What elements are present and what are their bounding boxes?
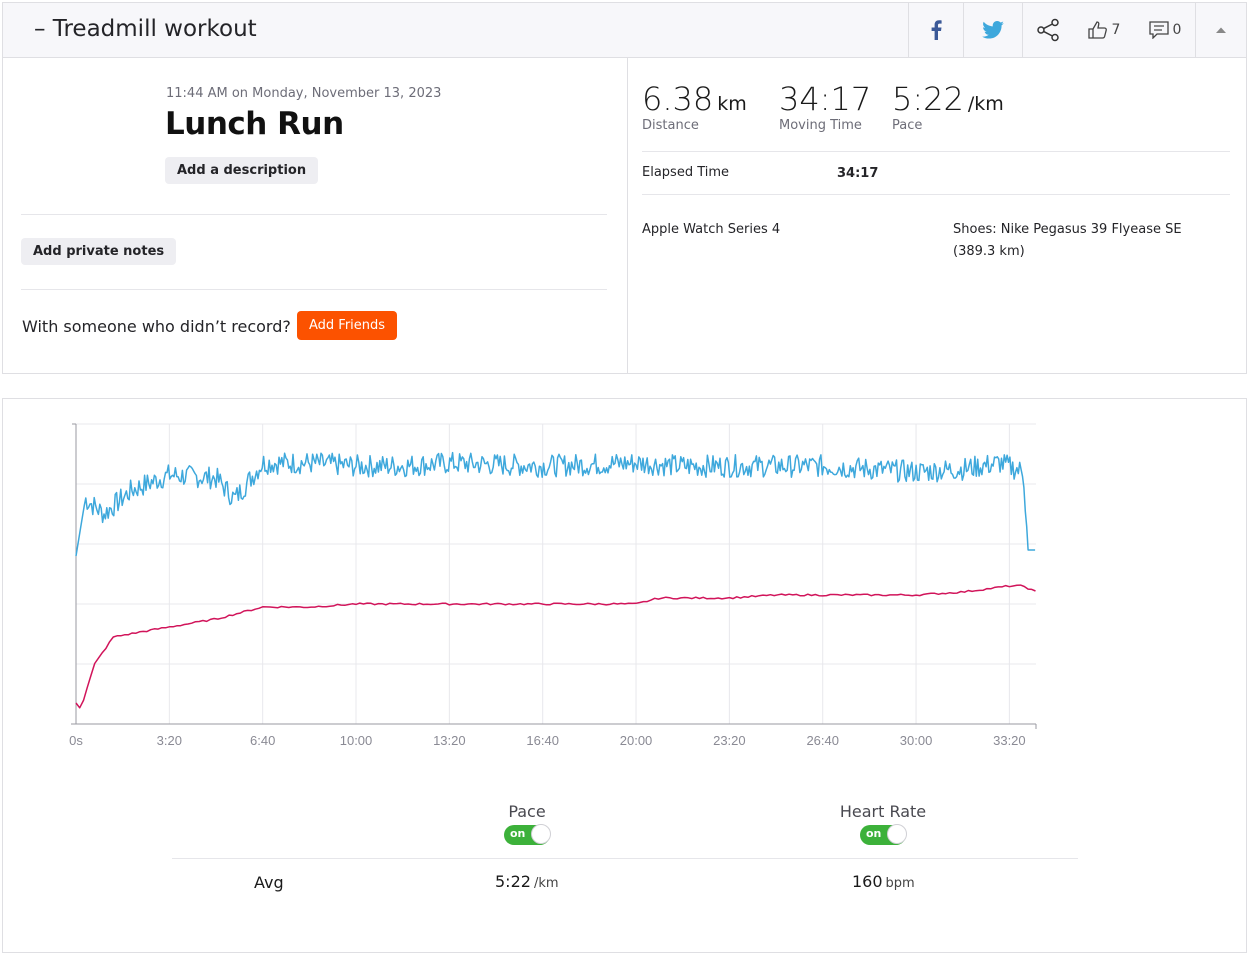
avg-pace: 5:22/km (495, 872, 559, 891)
pace-toggle-text: on (510, 827, 526, 840)
thumbs-up-icon (1087, 21, 1107, 39)
facebook-icon (931, 20, 942, 40)
avg-hr-value: 160 (852, 872, 883, 891)
twitter-icon (982, 21, 1004, 39)
shoes-info[interactable]: Shoes: Nike Pegasus 39 Flyease SE (389.3… (953, 219, 1182, 263)
collapse-button[interactable] (1195, 3, 1246, 57)
comments-count: 0 (1172, 22, 1182, 38)
add-description-button[interactable]: Add a description (165, 157, 319, 184)
stat-pace: 5:22/km Pace (892, 80, 1004, 133)
toggle-knob (531, 824, 551, 844)
distance-value: 6.38 (642, 80, 714, 118)
moving-time-value: 34:17 (779, 80, 872, 118)
avg-pace-value: 5:22 (495, 872, 531, 891)
comment-icon (1148, 21, 1169, 39)
pace-legend-label: Pace (508, 802, 546, 821)
pace-heart-rate-chart[interactable]: 0s 3:20 6:40 10:00 13:20 16:40 20:00 23:20 26:40… (3, 399, 1246, 779)
x-tick-label: 6:40 (250, 733, 275, 748)
heart-rate-toggle[interactable]: on (860, 824, 907, 845)
comments-button[interactable]: 0 (1135, 3, 1195, 57)
activity-stats: 6.38 km Distance 34:17 Moving Time 5:22/k… (628, 58, 1246, 373)
heart-rate-legend: Heart Rate on (823, 802, 943, 845)
kudos-button[interactable]: 7 (1073, 3, 1135, 57)
share-icon (1037, 18, 1059, 42)
distance-label: Distance (642, 118, 699, 133)
header-actions: 7 0 (908, 3, 1246, 57)
caret-up-icon (1216, 27, 1226, 33)
activity-details: 11:44 AM on Monday, November 13, 2023 Lu… (3, 58, 628, 373)
x-tick-label: 3:20 (157, 733, 182, 748)
stat-moving-time: 34:17 Moving Time (779, 80, 871, 133)
facebook-share-button[interactable] (908, 3, 963, 57)
distance-unit: km (717, 93, 747, 115)
pace-label: Pace (892, 118, 923, 133)
divider (642, 151, 1230, 152)
pace-value: 5:22 (892, 80, 964, 118)
activity-name[interactable]: Lunch Run (165, 106, 344, 142)
avg-label: Avg (254, 873, 284, 892)
device-name: Apple Watch Series 4 (642, 222, 781, 237)
activity-header: – Treadmill workout (3, 3, 1246, 58)
workout-type-title[interactable]: – Treadmill workout (34, 16, 257, 42)
avg-hr-unit: bpm (885, 876, 915, 891)
x-tick-label: 10:00 (340, 733, 373, 748)
divider (21, 289, 607, 290)
x-tick-label: 13:20 (433, 733, 466, 748)
heart-rate-series-line (75, 584, 1036, 709)
x-tick-label: 16:40 (526, 733, 559, 748)
x-tick-label: 0s (69, 733, 83, 748)
elapsed-time-label: Elapsed Time (642, 165, 730, 180)
pace-legend: Pace on (487, 802, 567, 845)
shoes-distance: (389.3 km) (953, 244, 1025, 259)
add-private-notes-button[interactable]: Add private notes (21, 238, 177, 265)
avg-pace-unit: /km (533, 876, 559, 891)
analysis-chart-panel: 0s 3:20 6:40 10:00 13:20 16:40 20:00 23:20 26:40… (2, 398, 1247, 953)
pace-toggle[interactable]: on (504, 824, 551, 845)
x-tick-label: 26:40 (806, 733, 839, 748)
elapsed-time-value: 34:17 (837, 166, 879, 181)
toggle-knob (887, 824, 907, 844)
add-friends-button[interactable]: Add Friends (297, 311, 398, 340)
heart-rate-toggle-text: on (866, 827, 882, 840)
divider (642, 194, 1230, 195)
activity-summary-panel: – Treadmill workout (2, 2, 1247, 374)
activity-datetime: 11:44 AM on Monday, November 13, 2023 (166, 86, 442, 101)
moving-time-label: Moving Time (779, 118, 862, 133)
twitter-share-button[interactable] (963, 3, 1022, 57)
x-tick-label: 23:20 (713, 733, 746, 748)
with-someone-text: With someone who didn’t record? (22, 317, 291, 336)
x-tick-label: 30:00 (900, 733, 933, 748)
x-tick-label: 20:00 (620, 733, 653, 748)
stat-distance: 6.38 km Distance (642, 80, 747, 133)
kudos-count: 7 (1111, 22, 1121, 38)
pace-series-line (75, 451, 1036, 557)
share-button[interactable] (1022, 3, 1073, 57)
divider (21, 214, 607, 215)
shoes-name: Shoes: Nike Pegasus 39 Flyease SE (953, 222, 1182, 237)
divider (172, 858, 1078, 859)
avg-heart-rate: 160 bpm (852, 872, 915, 891)
heart-rate-legend-label: Heart Rate (839, 802, 927, 821)
pace-unit: /km (967, 93, 1004, 115)
x-tick-label: 33:20 (993, 733, 1026, 748)
